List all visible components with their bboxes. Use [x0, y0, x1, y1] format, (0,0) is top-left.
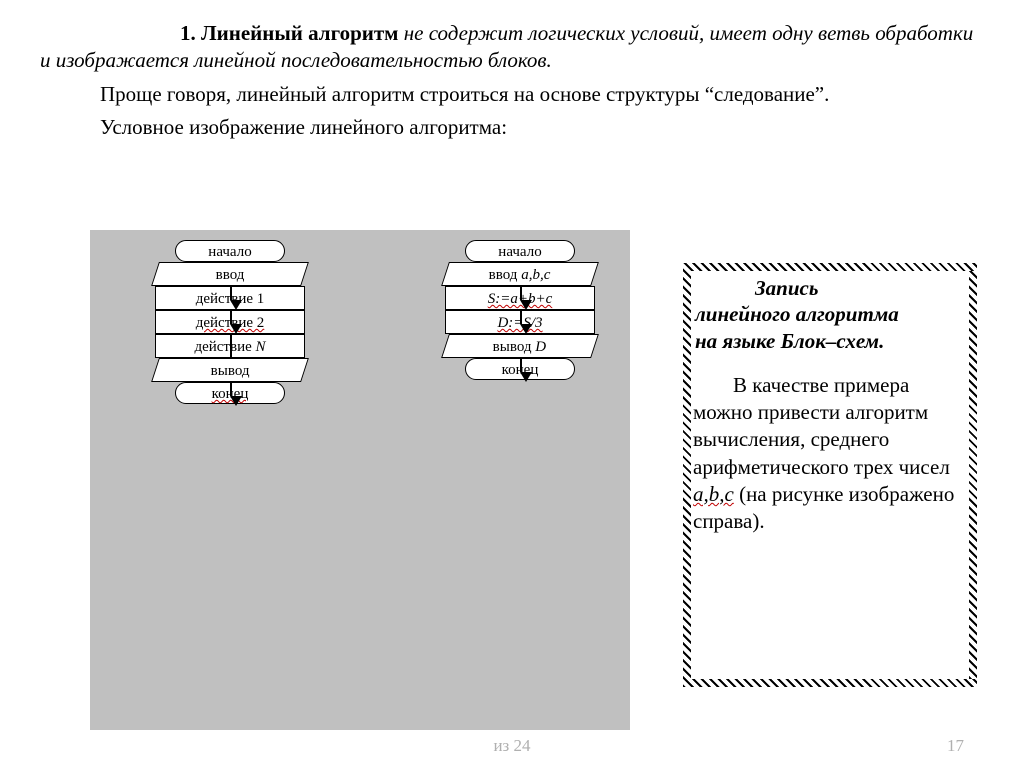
flow-io: вывод D	[441, 334, 599, 358]
side-note-title: Запись линейного алгоритма на языке Блок…	[695, 275, 965, 354]
paragraph-explain: Проще говоря, линейный алгоритм строитьс…	[40, 81, 984, 108]
side-note-box: Запись линейного алгоритма на языке Блок…	[675, 255, 985, 695]
flow-terminator: начало	[175, 240, 285, 262]
side-note-body-pre: В качестве примера можно привести алгори…	[693, 373, 950, 479]
flow-io: ввод a,b,c	[441, 262, 599, 286]
term-bold: 1. Линейный алгоритм	[180, 21, 399, 45]
flow-io: ввод	[151, 262, 309, 286]
flowchart-column-example: началоввод a,b,cS:=a+b+cD:=S/3вывод Dкон…	[420, 240, 620, 380]
side-note-body: В качестве примера можно привести алгори…	[693, 372, 967, 536]
footer-of: из 24	[493, 736, 530, 755]
paragraph-caption: Условное изображение линейного алгоритма…	[40, 114, 984, 141]
page-footer: из 24 17	[0, 736, 1024, 756]
side-note-title-l3: на языке Блок–схем.	[695, 329, 884, 353]
flowchart-column-generic: началовводдействие 1действие 2действие N…	[130, 240, 330, 404]
flow-terminator: начало	[465, 240, 575, 262]
flow-io: вывод	[151, 358, 309, 382]
side-note-title-l1: Запись	[755, 276, 818, 300]
side-note-body-vars: a,b,c	[693, 482, 734, 506]
paragraph-definition: 1. Линейный алгоритм не содержит логичес…	[40, 20, 984, 75]
footer-page-number: 17	[947, 736, 964, 756]
flowchart-container: началовводдействие 1действие 2действие N…	[90, 230, 630, 730]
side-note-title-l2: линейного алгоритма	[695, 302, 899, 326]
